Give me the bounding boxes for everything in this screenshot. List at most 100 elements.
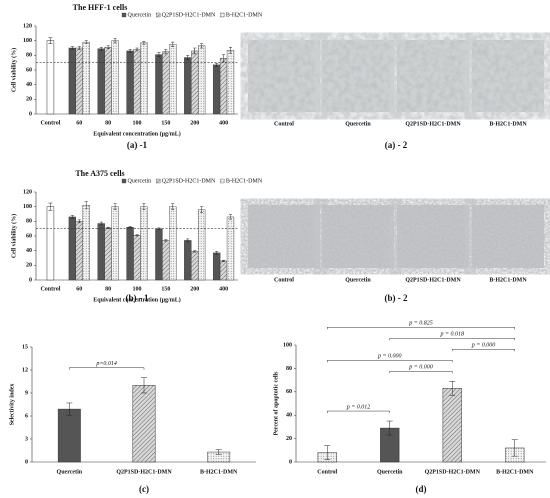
bar — [133, 235, 141, 281]
legend-label: Q2P1SD-H2C1-DMN — [162, 178, 216, 184]
legend-swatch — [220, 178, 225, 184]
error-bar — [84, 201, 88, 210]
x-tick-label: 100 — [133, 120, 142, 126]
significance-bracket — [327, 410, 390, 414]
legend-swatch — [220, 12, 225, 18]
bar — [226, 216, 235, 281]
y-axis-label: Selectivity index — [9, 384, 15, 426]
error-bar — [222, 54, 226, 63]
bar — [169, 206, 177, 281]
p-value: p = 0.012 — [346, 404, 371, 410]
y-tick-label: 0 — [29, 111, 32, 117]
x-tick-label: 60 — [76, 120, 82, 126]
micrograph-label: Q2P1SD-H2C1-DMN — [405, 121, 461, 127]
error-bar — [70, 46, 74, 50]
error-bar — [164, 49, 168, 55]
y-axis-label: Cell viability (%) — [10, 48, 17, 92]
x-tick-label: 150 — [161, 286, 170, 292]
error-bar — [511, 439, 518, 457]
x-tick-label: Q2P1SD-H2C1-DMN — [116, 469, 172, 475]
y-tick-label: 80 — [286, 366, 292, 372]
x-tick-label: Quercetin — [377, 469, 403, 475]
micrograph-label: Control — [274, 121, 294, 127]
error-bar — [215, 251, 219, 255]
bar — [126, 226, 134, 281]
error-bar — [186, 238, 190, 243]
significance-bracket — [69, 367, 145, 370]
bar — [162, 240, 170, 281]
micrograph — [397, 205, 469, 268]
micrograph-label: B-H2C1-DMN — [489, 121, 527, 127]
micrograph — [472, 40, 544, 112]
error-bar — [99, 221, 103, 226]
error-bar — [186, 55, 190, 60]
bar — [155, 228, 163, 281]
panel-caption: (c) — [139, 484, 149, 494]
x-axis-label: Equivalent concentration (μg/mL) — [93, 130, 180, 137]
x-tick-label: Quercetin — [57, 469, 83, 475]
micrograph — [248, 40, 320, 112]
p-value: p=0.014 — [95, 360, 117, 367]
y-tick-label: 40 — [286, 413, 292, 419]
significance-bracket — [389, 338, 515, 341]
significance-bracket — [327, 327, 515, 330]
y-tick-label: 100 — [283, 342, 292, 348]
panel-caption: (a) -1 — [127, 140, 148, 150]
x-tick-label: 150 — [161, 120, 170, 126]
bar — [111, 206, 119, 281]
micrograph-label: B-H2C1-DMN — [489, 277, 527, 283]
y-tick-label: 20 — [26, 263, 32, 269]
panel-caption: (d) — [416, 484, 427, 494]
bar — [219, 58, 228, 115]
x-tick-label: Control — [40, 286, 60, 292]
panel-caption: (b) - 1 — [126, 293, 149, 303]
error-bar — [113, 38, 117, 44]
bar — [104, 47, 112, 115]
micrograph-label: Quercetin — [345, 121, 371, 127]
bar — [197, 209, 206, 281]
error-bar — [135, 47, 139, 52]
error-bar — [128, 226, 132, 229]
y-tick-label: 3 — [25, 436, 28, 442]
error-bar — [171, 203, 175, 210]
bar — [184, 240, 192, 281]
error-bar — [171, 41, 175, 47]
bar — [126, 50, 134, 115]
bar — [111, 40, 119, 115]
x-tick-label: 80 — [105, 286, 111, 292]
error-bar — [70, 215, 74, 219]
bar — [197, 45, 206, 115]
legend-swatch — [156, 12, 161, 18]
y-tick-label: 20 — [26, 97, 32, 103]
micrograph — [472, 205, 544, 268]
error-bar — [164, 239, 168, 242]
legend-label: Quercetin — [128, 178, 152, 184]
x-tick-label: Control — [317, 469, 337, 475]
bar — [184, 57, 192, 115]
legend-swatch — [121, 178, 127, 184]
legend-swatch — [121, 12, 127, 18]
x-tick-label: 400 — [219, 286, 228, 292]
significance-bracket — [452, 349, 515, 352]
x-tick-label: 80 — [105, 120, 111, 126]
micrograph — [322, 40, 394, 112]
bar — [97, 48, 105, 115]
bar — [212, 252, 221, 281]
x-tick-label: Q2P1SD-H2C1-DMN — [425, 469, 481, 475]
error-bar — [113, 203, 117, 210]
y-tick-label: 60 — [26, 233, 32, 239]
bar — [191, 251, 199, 281]
p-value: p = 0.018 — [439, 332, 464, 338]
bar — [75, 221, 83, 281]
error-bar — [449, 381, 456, 396]
x-tick-label: 60 — [76, 286, 82, 292]
y-tick-label: 120 — [23, 189, 32, 195]
error-bar — [193, 250, 197, 253]
micrograph-label: Control — [274, 277, 294, 283]
y-tick-label: 60 — [26, 67, 32, 73]
error-bar — [48, 202, 53, 211]
error-bar — [215, 449, 222, 455]
x-tick-label: B-H2C1-DMN — [496, 469, 534, 475]
bar — [68, 216, 77, 281]
